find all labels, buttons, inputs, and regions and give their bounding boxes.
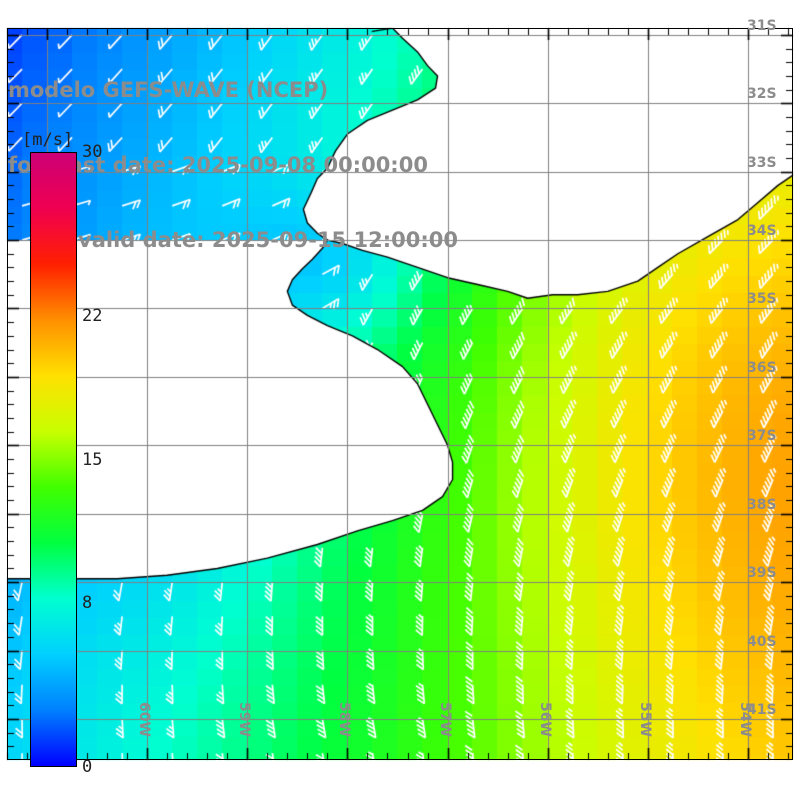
colorbar-tick-22: 22 <box>82 306 103 326</box>
colorbar-unit-label: [m/s] <box>22 130 74 150</box>
latitude-label-37S: 37S <box>747 428 777 445</box>
longitude-label-59W: 59W <box>236 702 253 737</box>
map-title: modelo GEFS-WAVE (NCEP) forecast date: 2… <box>8 28 528 303</box>
colorbar-tick-8: 8 <box>82 593 93 613</box>
longitude-label-58W: 58W <box>336 702 353 737</box>
latitude-label-36S: 36S <box>747 359 777 376</box>
latitude-label-40S: 40S <box>747 633 777 650</box>
colorbar-gradient <box>30 152 77 767</box>
latitude-label-32S: 32S <box>747 86 777 103</box>
latitude-label-31S: 31S <box>747 17 777 34</box>
title-line-valid: valid date: 2025-09-15 12:00:00 <box>78 228 458 252</box>
colorbar-tick-15: 15 <box>82 449 103 470</box>
longitude-label-54W: 54W <box>736 702 753 737</box>
colorbar-tick-30: 30 <box>82 142 103 162</box>
title-line-model: modelo GEFS-WAVE (NCEP) <box>8 78 329 102</box>
longitude-label-55W: 55W <box>636 702 653 737</box>
latitude-label-38S: 38S <box>747 496 777 513</box>
latitude-label-34S: 34S <box>747 223 777 240</box>
latitude-label-35S: 35S <box>747 291 777 308</box>
longitude-label-60W: 60W <box>136 702 153 737</box>
longitude-label-57W: 57W <box>436 702 453 737</box>
latitude-label-41S: 41S <box>747 701 777 718</box>
colorbar-tick-0: 0 <box>82 757 93 777</box>
colorbar <box>30 152 77 767</box>
latitude-label-33S: 33S <box>747 154 777 171</box>
longitude-label-56W: 56W <box>536 702 553 737</box>
latitude-label-39S: 39S <box>747 565 777 582</box>
